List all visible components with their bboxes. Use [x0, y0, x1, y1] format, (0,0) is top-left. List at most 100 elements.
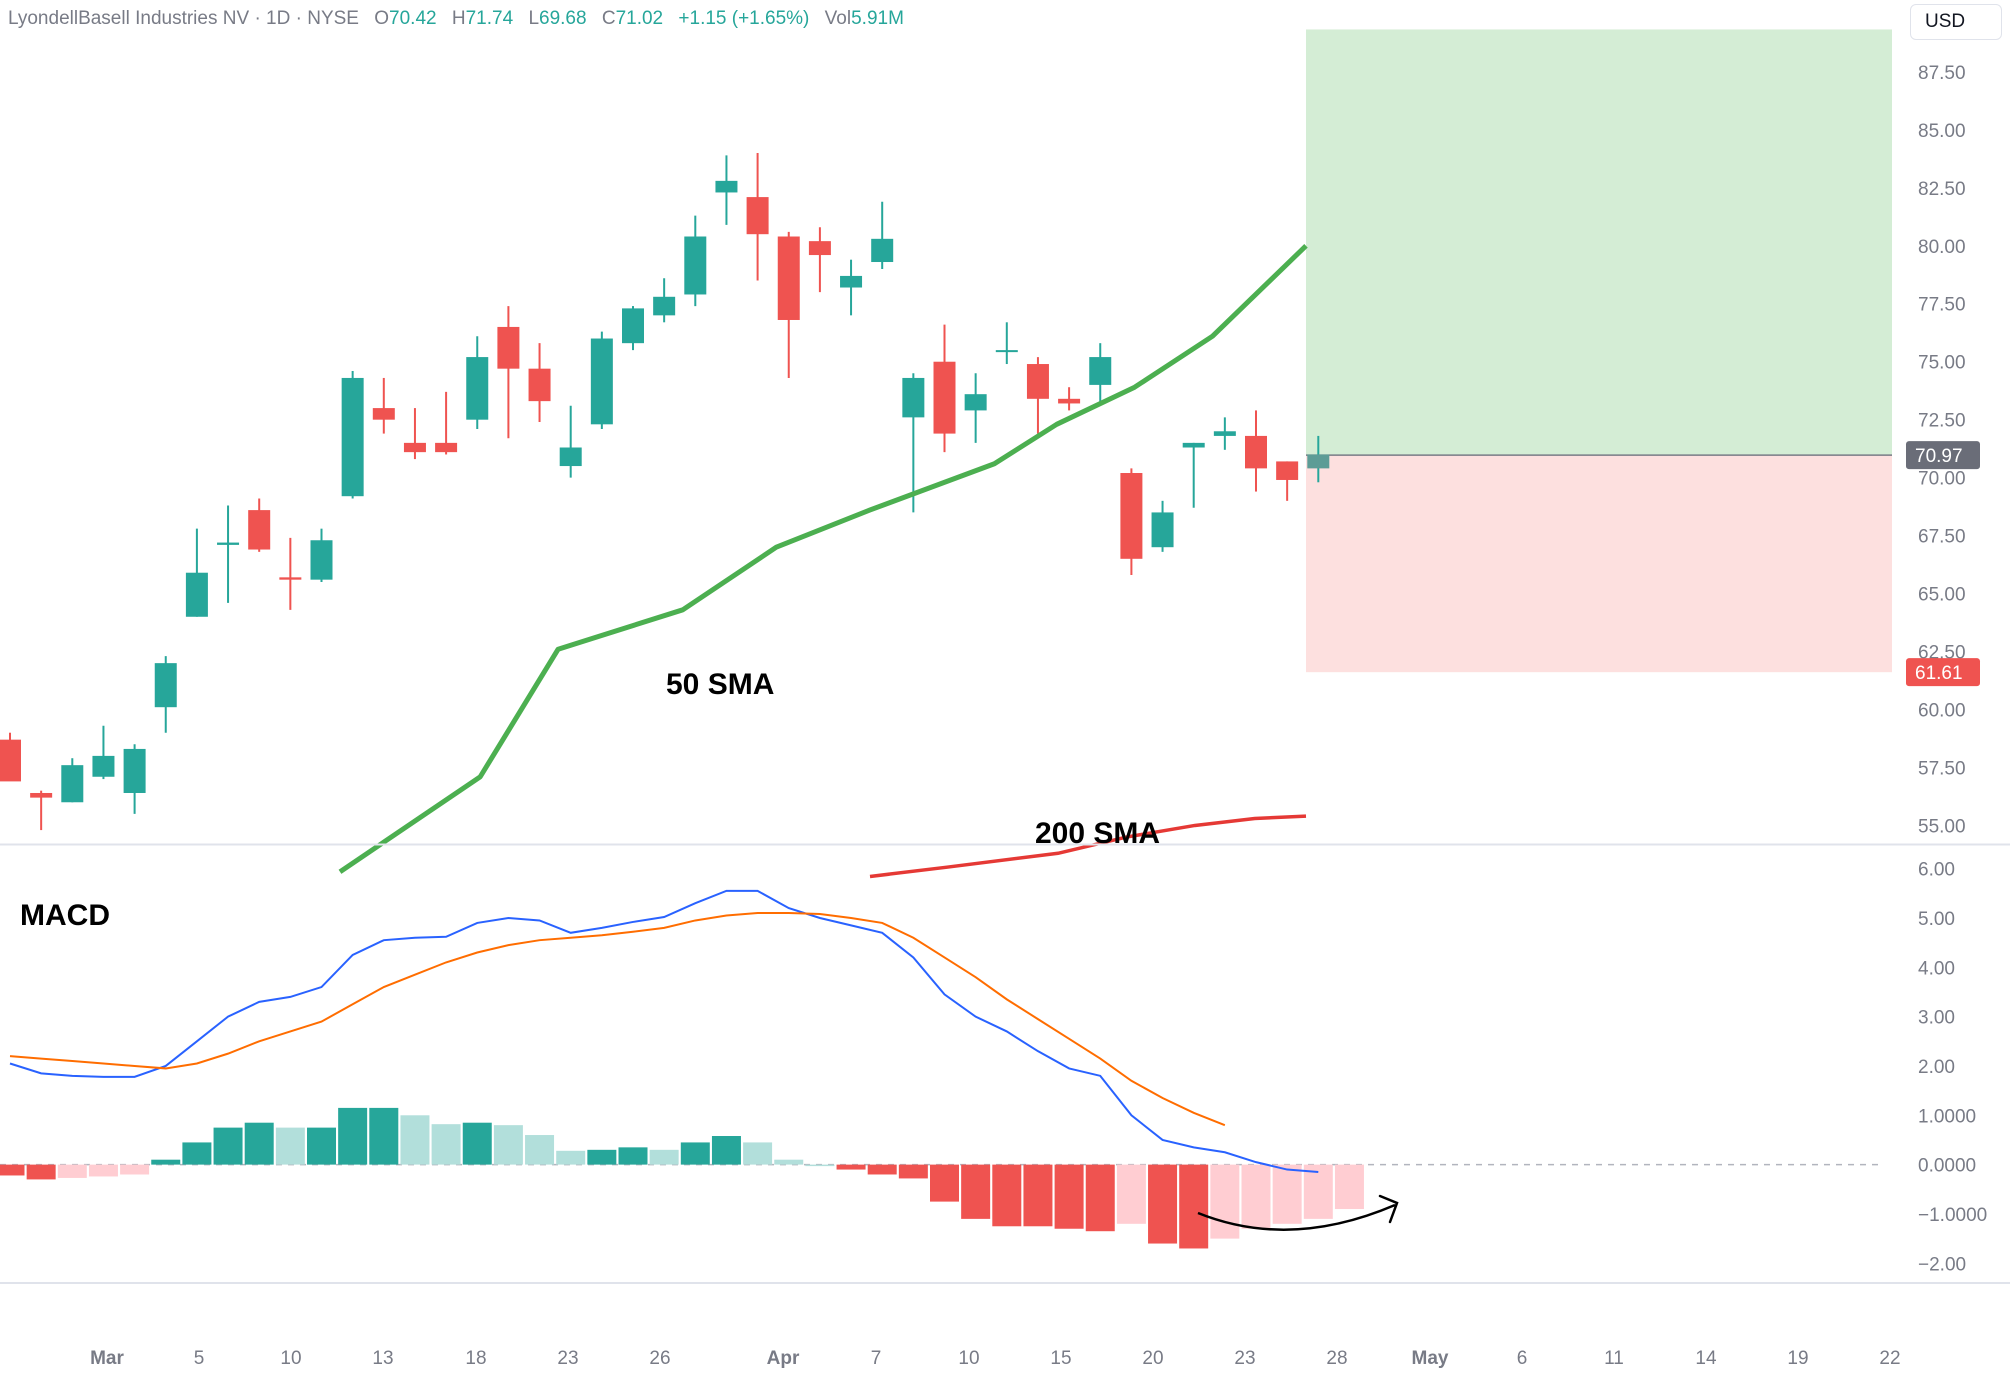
sma-200-line: [869, 814, 1307, 879]
candle-body: [684, 236, 707, 295]
macd-histogram-bar: [275, 1127, 305, 1165]
entry-price-tag: [1906, 441, 1980, 470]
close-value: 71.02: [615, 8, 664, 29]
macd-histogram-bar: [213, 1127, 243, 1165]
candlestick-series: [0, 153, 1330, 831]
candle-body: [1245, 435, 1267, 469]
macd-histogram-bar: [182, 1142, 212, 1165]
time-tick-label: 10: [280, 1348, 301, 1369]
macd-histogram-bar: [743, 1142, 773, 1165]
time-tick-label: 15: [1050, 1348, 1071, 1369]
macd-histogram-bar: [1210, 1164, 1240, 1239]
symbol-legend[interactable]: LyondellBasell Industries NV · 1D · NYSE…: [8, 8, 904, 29]
macd-histogram-bar: [1085, 1164, 1115, 1232]
interval[interactable]: 1D: [266, 8, 291, 29]
macd-histogram-bar: [120, 1164, 150, 1175]
candle-body: [154, 663, 177, 708]
macd-histogram-bar: [1303, 1164, 1333, 1219]
candle-body: [653, 296, 676, 316]
macd-histogram-bar: [525, 1135, 555, 1165]
macd-histogram-bar: [88, 1164, 118, 1177]
macd-histogram-bar: [1148, 1164, 1178, 1244]
stop-loss-zone[interactable]: [1306, 455, 1892, 673]
sma-50-line: [338, 243, 1308, 874]
candle-body: [435, 442, 458, 453]
macd-tick-label: 2.00: [1918, 1057, 1955, 1078]
price-tick-label: 57.50: [1918, 758, 1966, 779]
close-label: C: [601, 8, 616, 29]
macd-tick-label: 5.00: [1918, 909, 1955, 930]
candle-body: [933, 361, 956, 434]
macd-tick-label: 0.0000: [1918, 1156, 1976, 1177]
macd-tick-label: −1.0000: [1918, 1205, 1987, 1226]
momentum-arrow-annotation: [1197, 1203, 1396, 1231]
candle-body: [1058, 398, 1081, 404]
candle-body: [808, 241, 831, 256]
candle-body: [372, 408, 395, 420]
macd-tick-label: 3.00: [1918, 1008, 1955, 1029]
time-tick-label: 10: [958, 1348, 979, 1369]
macd-histogram-bar: [1272, 1164, 1302, 1224]
price-tick-label: 70.00: [1918, 469, 1966, 490]
macd-histogram-bar: [0, 1164, 25, 1176]
time-axis[interactable]: Mar 5 10 13 18 23 26 Apr 7 10 15 20 23 28 May 6 11 14 19 22: [90, 1348, 1900, 1369]
macd-histogram-bar: [587, 1149, 617, 1165]
macd-histogram-bar: [369, 1107, 399, 1165]
macd-histogram-bar: [57, 1164, 87, 1178]
macd-axis[interactable]: 6.00 5.00 4.00 3.00 2.00 1.0000 0.0000 −1.0000 −…: [1918, 860, 1987, 1276]
macd-histogram-bar: [805, 1164, 835, 1167]
price-tick-label: 80.00: [1918, 237, 1966, 258]
macd-histogram-bar: [1179, 1164, 1209, 1249]
open-label: O: [374, 8, 390, 29]
price-tick-label: 75.00: [1918, 353, 1966, 374]
price-tick-label: 67.50: [1918, 527, 1966, 548]
time-tick-label: 11: [1604, 1348, 1624, 1369]
candle-body: [310, 540, 333, 580]
time-tick-label: 6: [1517, 1348, 1528, 1369]
price-tick-label: 60.00: [1918, 701, 1966, 722]
macd-histogram-bar: [400, 1115, 430, 1165]
macd-histogram-bar: [898, 1164, 928, 1179]
candle-body: [1151, 512, 1174, 548]
candle-body: [715, 180, 738, 193]
macd-histogram: [0, 1107, 1364, 1249]
candle-body: [964, 394, 987, 411]
macd-tick-label: 6.00: [1918, 860, 1955, 881]
time-tick-label: 22: [1879, 1348, 1900, 1369]
macd-histogram-bar: [961, 1164, 991, 1219]
macd-histogram-bar: [618, 1147, 648, 1165]
macd-histogram-bar: [1116, 1164, 1146, 1224]
candle-body: [840, 275, 863, 288]
candle-body: [248, 510, 271, 550]
macd-line: [9, 889, 1319, 1174]
profit-target-zone[interactable]: [1306, 29, 1892, 456]
candle-body: [1182, 442, 1205, 448]
sma-50-annotation: 50 SMA: [666, 668, 774, 701]
time-tick-label: Mar: [90, 1348, 124, 1369]
currency-label: USD: [1925, 11, 1966, 32]
candle-body: [466, 357, 489, 420]
symbol-name[interactable]: LyondellBasell Industries NV: [8, 8, 250, 29]
candle-body: [1089, 357, 1112, 385]
time-tick-label: 14: [1695, 1348, 1717, 1369]
candle-body: [217, 542, 240, 545]
stop-price-tag-label: 61.61: [1915, 663, 1963, 684]
time-tick-label: 18: [465, 1348, 486, 1369]
time-tick-label: 5: [194, 1348, 205, 1369]
candle-body: [1307, 454, 1330, 469]
candle-body: [746, 197, 769, 235]
volume-value: 5.91M: [851, 8, 904, 29]
change-value: +1.15 (+1.65%): [678, 8, 810, 29]
macd-histogram-bar: [1054, 1164, 1084, 1229]
macd-histogram-bar: [711, 1136, 741, 1165]
macd-histogram-bar: [680, 1142, 710, 1165]
candle-body: [185, 572, 208, 617]
macd-histogram-bar: [26, 1164, 56, 1180]
currency-button[interactable]: USD: [1910, 4, 2002, 40]
time-tick-label: 19: [1787, 1348, 1808, 1369]
time-tick-label: 13: [372, 1348, 393, 1369]
price-tick-label: 85.00: [1918, 121, 1966, 142]
macd-histogram-bar: [867, 1164, 897, 1175]
price-axis[interactable]: 87.50 85.00 82.50 80.00 77.50 75.00 72.50 70.00…: [1918, 63, 1966, 838]
